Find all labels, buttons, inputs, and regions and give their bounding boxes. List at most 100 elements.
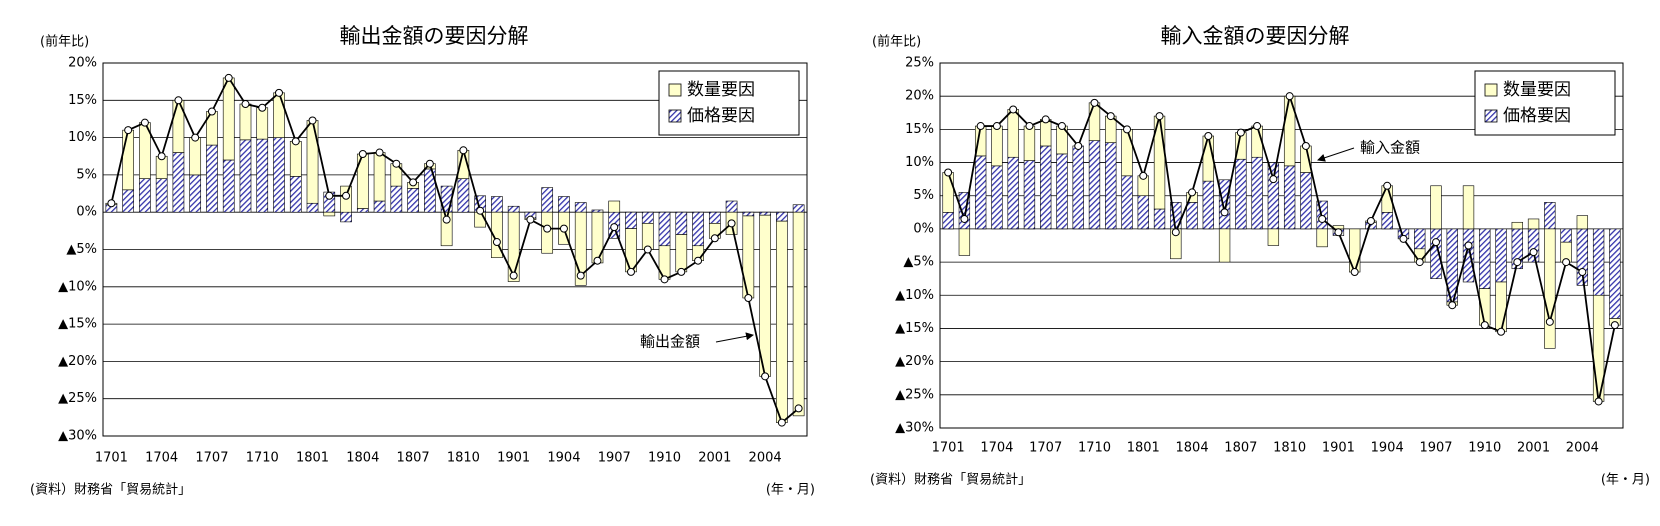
bar-segment bbox=[323, 211, 336, 217]
total-marker bbox=[358, 150, 367, 159]
bar-segment bbox=[742, 211, 755, 217]
y-tick-label: 15% bbox=[68, 93, 97, 108]
total-marker bbox=[1318, 214, 1327, 223]
bar-segment bbox=[1121, 129, 1133, 177]
bar-segment bbox=[407, 188, 419, 213]
bar-segment bbox=[1235, 158, 1247, 230]
total-marker bbox=[1253, 122, 1262, 131]
bar-segment bbox=[256, 107, 269, 140]
bar-segment bbox=[1186, 202, 1198, 230]
y-tick-label: ▲20% bbox=[58, 354, 97, 369]
bar-segment bbox=[1218, 228, 1231, 263]
bar-segment bbox=[122, 129, 134, 191]
bar-segment bbox=[340, 211, 352, 223]
bar-segment bbox=[306, 120, 319, 204]
x-tick-label: 1807 bbox=[1224, 441, 1257, 456]
x-tick-label: 1704 bbox=[980, 441, 1013, 456]
bar-segment bbox=[1202, 180, 1214, 230]
bar-segment bbox=[206, 144, 218, 213]
total-marker bbox=[1545, 317, 1554, 326]
x-axis-label: (年・月) bbox=[766, 483, 815, 498]
bar-segment bbox=[139, 178, 151, 213]
total-marker bbox=[1529, 248, 1538, 257]
bar-segment bbox=[725, 200, 738, 213]
total-marker bbox=[1123, 125, 1132, 134]
bar-segment bbox=[222, 77, 235, 161]
bar-segment bbox=[942, 212, 954, 230]
total-marker bbox=[392, 159, 401, 168]
y-axis-label: (前年比) bbox=[872, 34, 921, 50]
bar-segment bbox=[1202, 135, 1214, 182]
bar-segment bbox=[373, 152, 386, 202]
total-marker bbox=[1090, 98, 1099, 107]
bar-segment bbox=[373, 200, 386, 213]
total-marker bbox=[325, 191, 334, 200]
bar-segment bbox=[541, 211, 554, 254]
total-marker bbox=[710, 234, 719, 243]
bar-segment bbox=[591, 209, 604, 213]
total-marker bbox=[526, 215, 535, 224]
total-marker bbox=[375, 148, 384, 157]
total-marker bbox=[1497, 327, 1506, 336]
total-marker bbox=[559, 224, 568, 233]
legend-label: 数量要因 bbox=[687, 80, 755, 100]
annotation-arrow bbox=[1317, 147, 1355, 162]
bar-segment bbox=[1267, 228, 1280, 246]
y-tick-label: 0% bbox=[76, 205, 97, 220]
bar-segment bbox=[273, 92, 285, 138]
total-marker bbox=[1578, 268, 1587, 277]
x-tick-label: 1810 bbox=[447, 451, 480, 466]
x-tick-label: 1907 bbox=[1419, 441, 1452, 456]
total-marker bbox=[1383, 181, 1392, 190]
bar-segment bbox=[574, 211, 587, 286]
bar-segment bbox=[273, 137, 285, 213]
y-tick-label: ▲20% bbox=[895, 354, 934, 369]
bar-segment bbox=[172, 152, 185, 213]
bar-segment bbox=[189, 137, 202, 176]
y-tick-label: ▲15% bbox=[58, 317, 97, 332]
total-marker bbox=[425, 159, 434, 168]
bar-segment bbox=[1511, 221, 1523, 230]
y-tick-label: 10% bbox=[905, 155, 934, 170]
total-marker bbox=[442, 215, 451, 224]
y-tick-label: 20% bbox=[68, 56, 97, 71]
total-marker bbox=[992, 122, 1001, 131]
total-marker bbox=[174, 96, 183, 105]
bar-segment bbox=[1267, 162, 1280, 230]
total-marker bbox=[944, 168, 953, 177]
bar-segment bbox=[541, 187, 554, 213]
bar-segment bbox=[792, 211, 805, 417]
x-tick-label: 2004 bbox=[749, 451, 782, 466]
x-tick-label: 1707 bbox=[195, 451, 228, 466]
total-marker bbox=[1448, 301, 1457, 310]
bar-segment bbox=[122, 189, 134, 213]
bar-segment bbox=[1088, 140, 1101, 230]
total-marker bbox=[1562, 258, 1571, 267]
x-tick-label: 1701 bbox=[932, 441, 965, 456]
bar-segment bbox=[658, 245, 671, 280]
bar-segment bbox=[1153, 208, 1166, 230]
total-marker bbox=[308, 116, 317, 125]
bar-segment bbox=[239, 139, 252, 213]
total-marker bbox=[1009, 105, 1018, 114]
y-tick-label: ▲30% bbox=[895, 421, 934, 436]
bar-segment bbox=[440, 211, 453, 247]
legend-label: 価格要因 bbox=[1503, 106, 1571, 126]
bar-segment bbox=[1023, 125, 1036, 161]
legend-swatch bbox=[1484, 109, 1498, 123]
total-marker bbox=[1464, 241, 1473, 250]
total-marker bbox=[1399, 234, 1408, 243]
bar-segment bbox=[1495, 281, 1507, 333]
legend-box bbox=[658, 70, 800, 136]
total-marker bbox=[459, 146, 468, 155]
total-marker bbox=[1171, 228, 1180, 237]
bar-segment bbox=[1495, 228, 1507, 283]
bar-segment bbox=[507, 205, 520, 213]
annotation: 輸入金額 bbox=[1360, 139, 1420, 157]
x-tick-label: 2004 bbox=[1566, 441, 1599, 456]
bar-segment bbox=[675, 234, 688, 273]
bar-segment bbox=[289, 141, 302, 177]
total-marker bbox=[140, 118, 149, 127]
total-marker bbox=[727, 219, 736, 228]
